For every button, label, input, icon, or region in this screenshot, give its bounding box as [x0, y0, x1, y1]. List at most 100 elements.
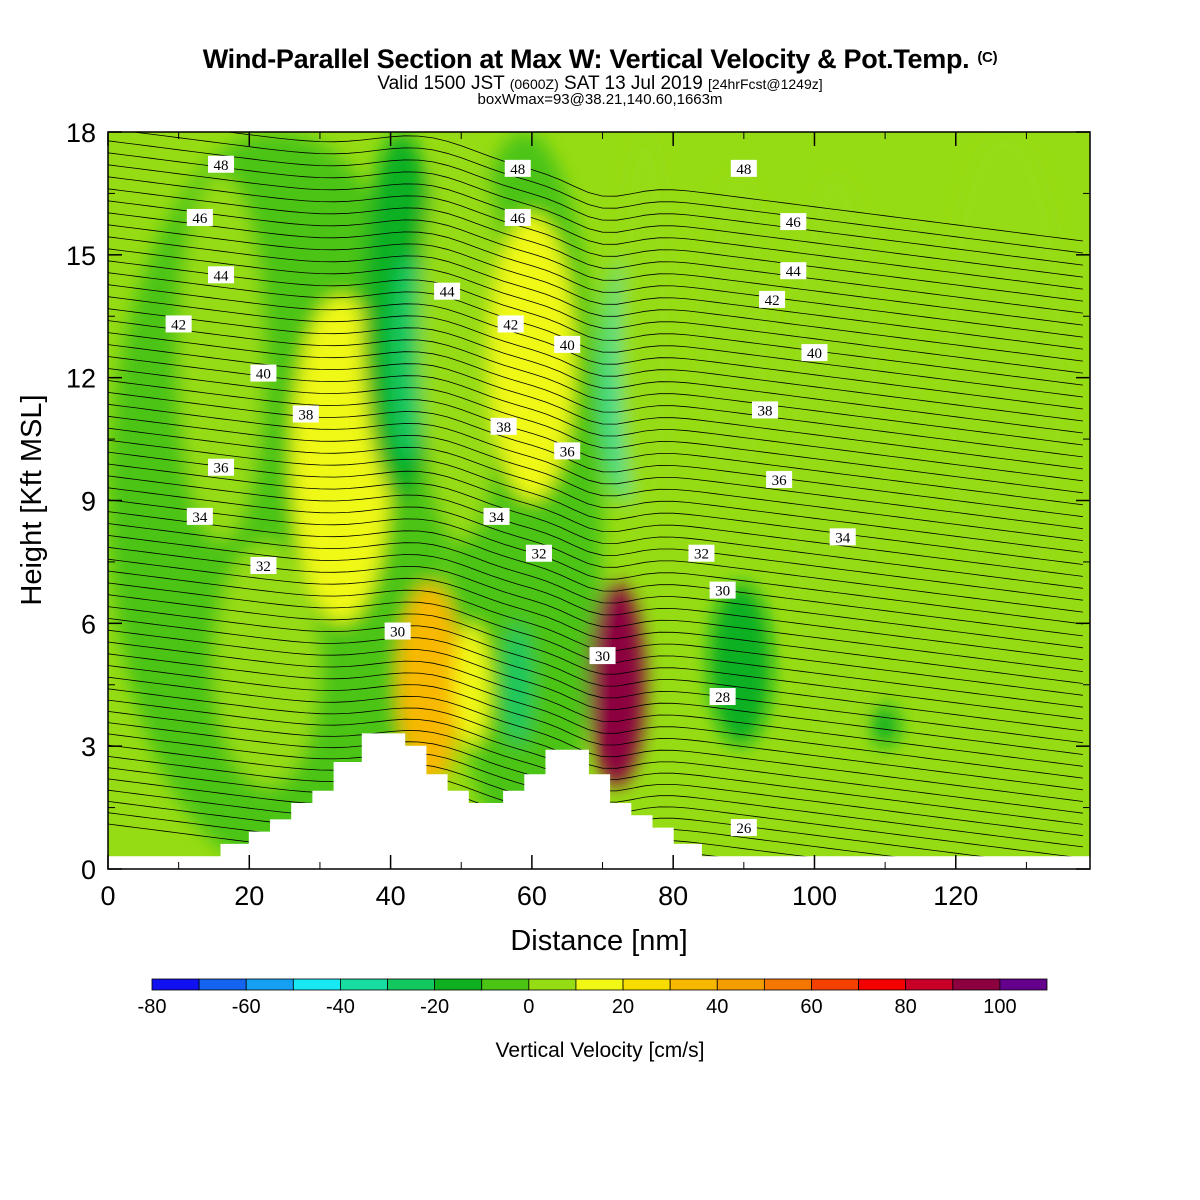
colorbar-label-40: 40 [706, 996, 728, 1018]
theta-contour-54 [224, 132, 1083, 242]
svg-text:48: 48 [736, 162, 751, 178]
theta-contour-45.5 [108, 320, 1083, 446]
theta-label-3: 46 [186, 208, 213, 227]
colorbar-swatch--80 [151, 978, 200, 991]
colorbar-swatch-0 [528, 978, 577, 991]
svg-text:32: 32 [694, 547, 709, 563]
x-tick-label-80: 80 [658, 881, 688, 911]
theta-contour-42 [108, 403, 1083, 530]
colorbar-swatch-30 [669, 978, 718, 991]
svg-text:38: 38 [496, 420, 511, 436]
theta-contour-47.5 [108, 272, 1083, 398]
theta-label-17: 38 [752, 401, 779, 419]
colorbar-swatch--70 [198, 978, 247, 991]
theta-label-12: 40 [250, 364, 277, 383]
theta-contour-48 [108, 260, 1083, 386]
svg-text:34: 34 [489, 510, 505, 526]
theta-label-27: 30 [384, 622, 411, 641]
theta-contour-34 [108, 594, 1083, 720]
theta-contour-31.5 [108, 653, 1083, 779]
y-tick-label-12: 12 [66, 364, 96, 394]
copyright-mark: (C) [977, 49, 998, 66]
x-tick-label-20: 20 [234, 881, 264, 911]
theta-contour-38.5 [108, 487, 1083, 613]
w-cell-18 [708, 582, 773, 747]
svg-text:42: 42 [503, 317, 518, 333]
svg-text:34: 34 [835, 530, 851, 546]
terrain-profile [108, 733, 1090, 869]
colorbar-swatch--60 [245, 978, 294, 991]
theta-label-15: 38 [292, 405, 319, 424]
w-cell-3 [213, 541, 320, 788]
theta-contour-32.5 [108, 629, 1083, 755]
theta-label-23: 34 [829, 528, 856, 546]
theta-label-16: 38 [490, 417, 517, 436]
svg-text:46: 46 [786, 215, 802, 231]
y-tick-label-6: 6 [81, 609, 96, 639]
theta-label-1: 48 [504, 159, 531, 178]
svg-text:40: 40 [560, 338, 575, 354]
theta-contour-40.5 [108, 439, 1083, 565]
colorbar-swatch--20 [434, 978, 483, 991]
theta-contour-43 [108, 380, 1083, 506]
theta-label-6: 44 [208, 266, 235, 284]
colorbar-title: Vertical Velocity [cm/s] [496, 1039, 705, 1062]
theta-contour-45 [108, 332, 1083, 458]
theta-label-18: 36 [208, 458, 235, 477]
svg-text:48: 48 [510, 162, 525, 178]
theta-contour-37 [108, 523, 1083, 649]
y-tick-label-3: 3 [81, 732, 96, 762]
svg-text:48: 48 [214, 158, 229, 174]
y-tick-label-18: 18 [66, 118, 96, 148]
svg-text:46: 46 [192, 211, 208, 227]
x-axis-title: Distance [nm] [510, 925, 687, 957]
svg-text:44: 44 [214, 268, 230, 284]
theta-label-13: 40 [554, 335, 581, 354]
svg-text:36: 36 [560, 444, 576, 460]
theta-contour-50.5 [108, 200, 1083, 326]
svg-text:42: 42 [171, 317, 186, 333]
y-tick-label-15: 15 [66, 241, 96, 271]
theta-contour-32 [108, 641, 1083, 767]
x-tick-label-0: 0 [100, 881, 115, 911]
svg-text:30: 30 [715, 584, 730, 600]
w-cell-12 [588, 582, 645, 788]
colorbar-swatch-10 [575, 978, 624, 991]
svg-text:34: 34 [192, 510, 208, 526]
theta-contour-38 [108, 499, 1083, 625]
theta-contour-35.5 [108, 558, 1083, 684]
x-tick-label-40: 40 [376, 881, 406, 911]
terrain-fill [108, 733, 1090, 869]
x-tick-label-120: 120 [933, 881, 978, 911]
theta-contour-50 [108, 212, 1083, 338]
theta-contour-49.5 [108, 224, 1083, 350]
theta-contour-43.5 [108, 368, 1083, 494]
theta-contour-39 [108, 475, 1083, 601]
w-cell-16 [786, 172, 886, 747]
svg-text:40: 40 [256, 367, 271, 383]
y-tick-label-9: 9 [81, 487, 96, 517]
colorbar-label-100: 100 [983, 996, 1016, 1018]
colorbar-label-0: 0 [523, 996, 534, 1018]
colorbar: -80 -60 -40 -20 0 20 40 60 80 100 [138, 978, 1048, 1018]
svg-text:30: 30 [595, 649, 610, 665]
y-axis-title: Height [Kft MSL] [16, 394, 48, 605]
theta-label-19: 36 [554, 442, 581, 460]
theta-contour-36.5 [108, 535, 1083, 661]
w-cell-14 [616, 132, 674, 542]
w-cell-15 [701, 172, 773, 501]
theta-contour-33 [108, 618, 1083, 744]
colorbar-swatch-40 [716, 978, 765, 991]
x-tick-label-60: 60 [517, 881, 547, 911]
theta-label-24: 32 [250, 557, 277, 575]
theta-contour-51 [108, 188, 1083, 314]
w-cell-2 [178, 172, 264, 542]
theta-label-14: 40 [801, 344, 828, 362]
theta-contour-31 [108, 665, 1083, 791]
w-cell-19 [870, 705, 900, 747]
svg-text:40: 40 [807, 346, 822, 362]
theta-label-8: 44 [780, 262, 807, 280]
theta-contour-52.5 [108, 152, 1083, 278]
theta-label-30: 28 [709, 688, 736, 706]
